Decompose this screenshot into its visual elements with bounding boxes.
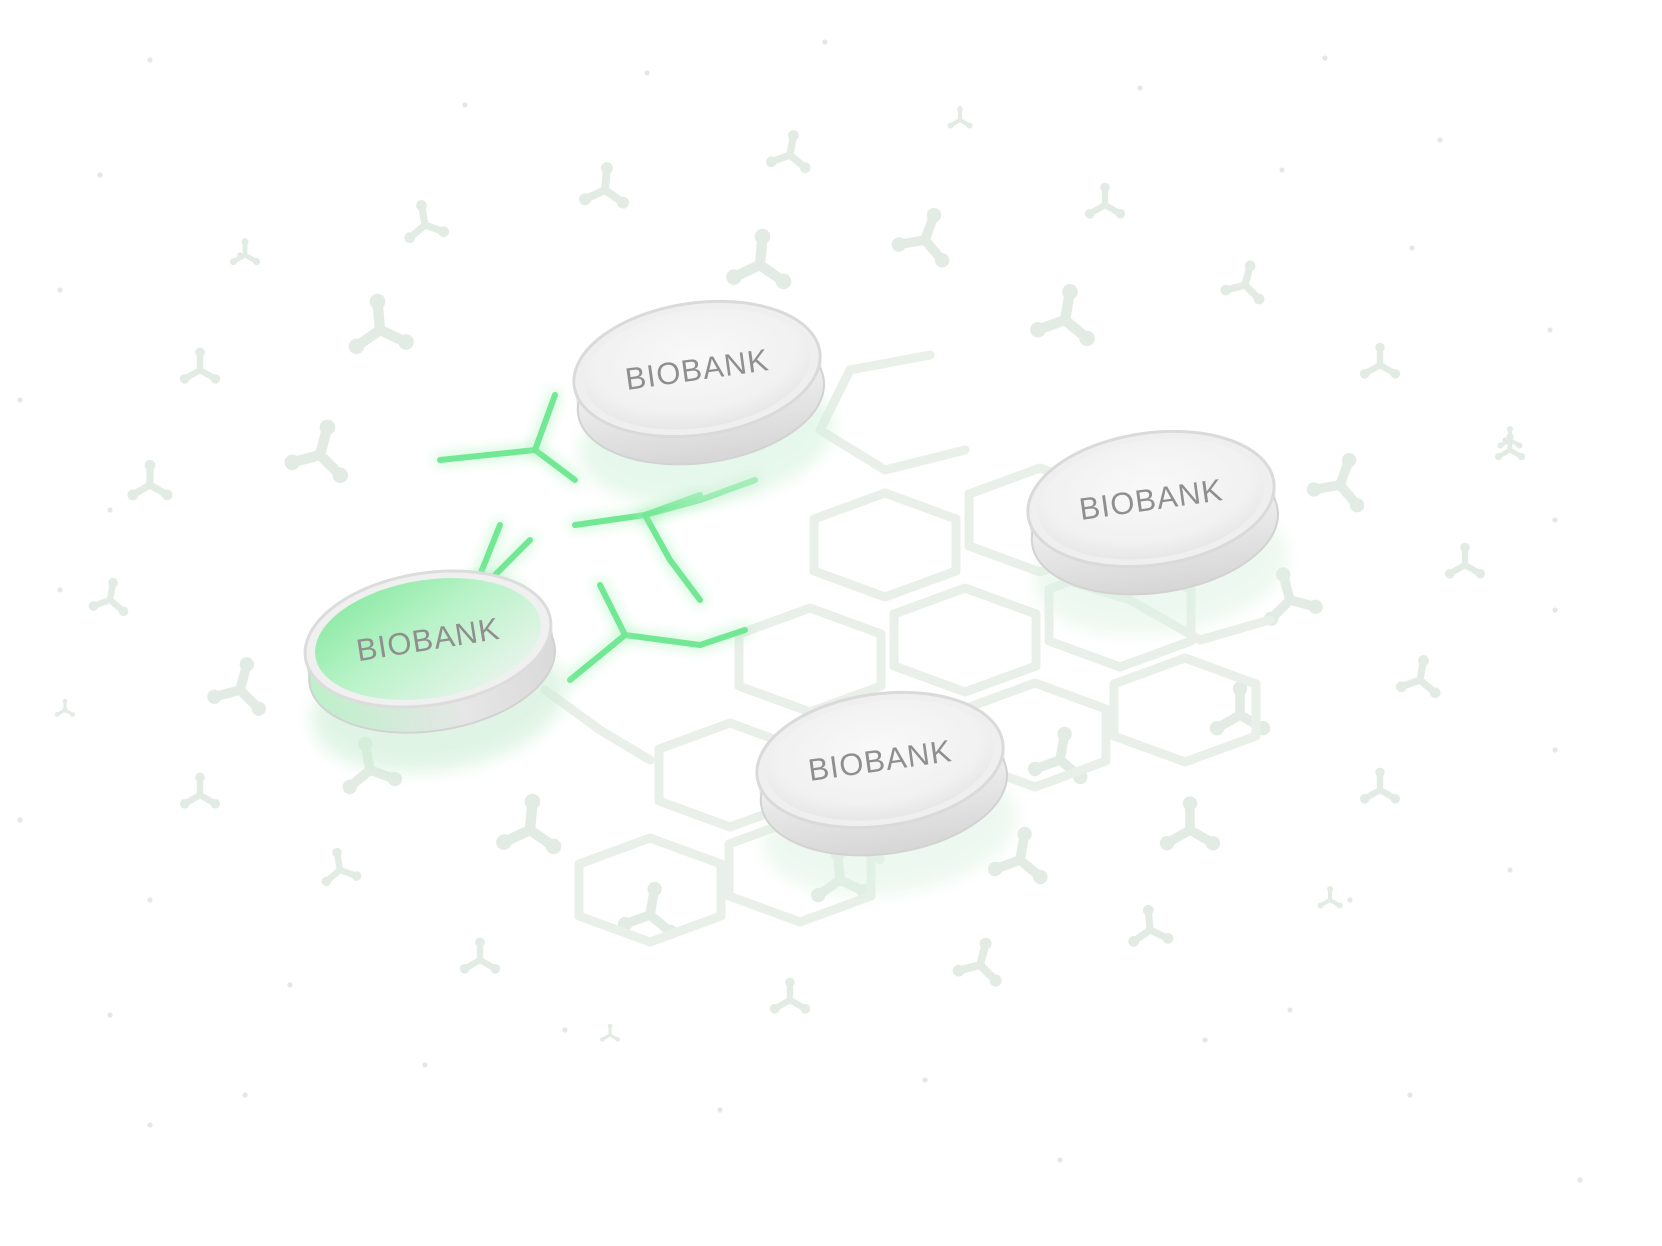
y-shaped-antibody-icon [1027, 726, 1088, 785]
y-shaped-antibody-icon [404, 200, 450, 244]
y-shaped-antibody-icon [1220, 260, 1265, 305]
y-shaped-antibody-icon [1395, 655, 1441, 699]
background-dot [1552, 607, 1558, 613]
background-dot [1507, 867, 1513, 873]
network-cell [574, 833, 726, 947]
biobank-disc[interactable]: BIOBANK [1015, 416, 1296, 650]
background-dot [147, 897, 153, 903]
background-dot [107, 1012, 113, 1018]
background-dot [1552, 517, 1558, 523]
background-dot [1552, 747, 1558, 753]
y-shaped-antibody-icon [207, 657, 266, 716]
background-dot [107, 507, 113, 513]
y-shaped-antibody-icon [1497, 426, 1523, 449]
background-dot [57, 287, 63, 293]
y-shaped-antibody-icon [578, 162, 630, 209]
network-cell [1109, 653, 1261, 767]
y-shaped-antibody-icon [1306, 452, 1365, 513]
active-link [532, 392, 558, 453]
y-shaped-antibody-icon [1209, 681, 1271, 736]
background-dot [147, 1122, 153, 1128]
biobank-disc[interactable]: BIOBANK [561, 286, 842, 520]
y-shaped-antibody-icon [952, 937, 1002, 987]
background-dot [287, 982, 293, 988]
background-dot [1057, 1157, 1063, 1163]
active-link [642, 512, 703, 603]
background-dot [1409, 245, 1415, 251]
background-dot [97, 172, 103, 178]
y-shaped-antibody-icon [726, 228, 792, 290]
y-shaped-antibody-icon [1359, 767, 1401, 804]
background-dot [1547, 327, 1553, 333]
y-shaped-antibody-icon [179, 347, 221, 384]
network-link [815, 350, 935, 435]
y-shaped-antibody-icon [1084, 182, 1126, 219]
y-shaped-antibody-icon [284, 419, 349, 484]
background-dot [644, 70, 650, 76]
background-dot [1322, 55, 1328, 61]
y-shaped-antibody-icon [88, 577, 129, 617]
background-dot [17, 397, 23, 403]
y-shaped-antibody-icon [496, 793, 562, 855]
background-dot [1577, 1177, 1583, 1183]
background-dot [1137, 85, 1143, 91]
y-shaped-antibody-icon [54, 698, 76, 717]
background-dot [422, 1062, 428, 1068]
y-shaped-antibody-icon [1030, 284, 1095, 347]
y-shaped-antibody-icon [127, 459, 173, 501]
background-dot [822, 39, 828, 45]
background-dot [1437, 137, 1443, 143]
y-shaped-antibody-icon [1159, 796, 1221, 851]
y-shaped-antibody-icon [599, 1023, 621, 1042]
y-shaped-antibody-icon [617, 881, 678, 940]
biobank-disc-active[interactable]: BIOBANK [291, 554, 575, 790]
background-dot [1279, 167, 1285, 173]
y-shaped-antibody-icon [1317, 886, 1343, 909]
y-shaped-antibody-icon [947, 106, 973, 129]
y-shaped-antibody-icon [1359, 342, 1401, 379]
y-shaped-antibody-icon [459, 937, 501, 974]
y-shaped-antibody-icon [179, 772, 221, 809]
background-dot [242, 1092, 248, 1098]
background-dot [147, 57, 153, 63]
background-dot [1287, 1007, 1293, 1013]
y-shaped-antibody-icon [321, 847, 362, 887]
background-dot [57, 587, 63, 593]
biobank-disc[interactable]: BIOBANK [744, 677, 1025, 911]
network-cell [809, 488, 961, 602]
y-shaped-antibody-icon [229, 238, 261, 266]
background-dot [1347, 897, 1353, 903]
y-shaped-antibody-icon [1128, 904, 1174, 947]
y-shaped-antibody-icon [987, 826, 1048, 885]
active-link [567, 632, 628, 683]
faint-antibody-field [54, 106, 1526, 1042]
background-dot [562, 1027, 568, 1033]
background-dots [17, 39, 1583, 1183]
y-shaped-antibody-icon [1444, 542, 1486, 579]
background-dot [462, 102, 468, 108]
y-shaped-antibody-icon [765, 130, 811, 174]
network-cell [889, 583, 1041, 697]
y-shaped-antibody-icon [769, 977, 811, 1014]
active-link [597, 582, 748, 648]
background-dot [1202, 1037, 1208, 1043]
y-shaped-antibody-icon [348, 293, 414, 355]
background-dot [17, 817, 23, 823]
background-dot [717, 1107, 723, 1113]
network-link [540, 685, 655, 765]
background-dot [1407, 1092, 1413, 1098]
background-dot [922, 1077, 928, 1083]
y-shaped-antibody-icon [891, 207, 950, 268]
network-link [815, 425, 970, 475]
